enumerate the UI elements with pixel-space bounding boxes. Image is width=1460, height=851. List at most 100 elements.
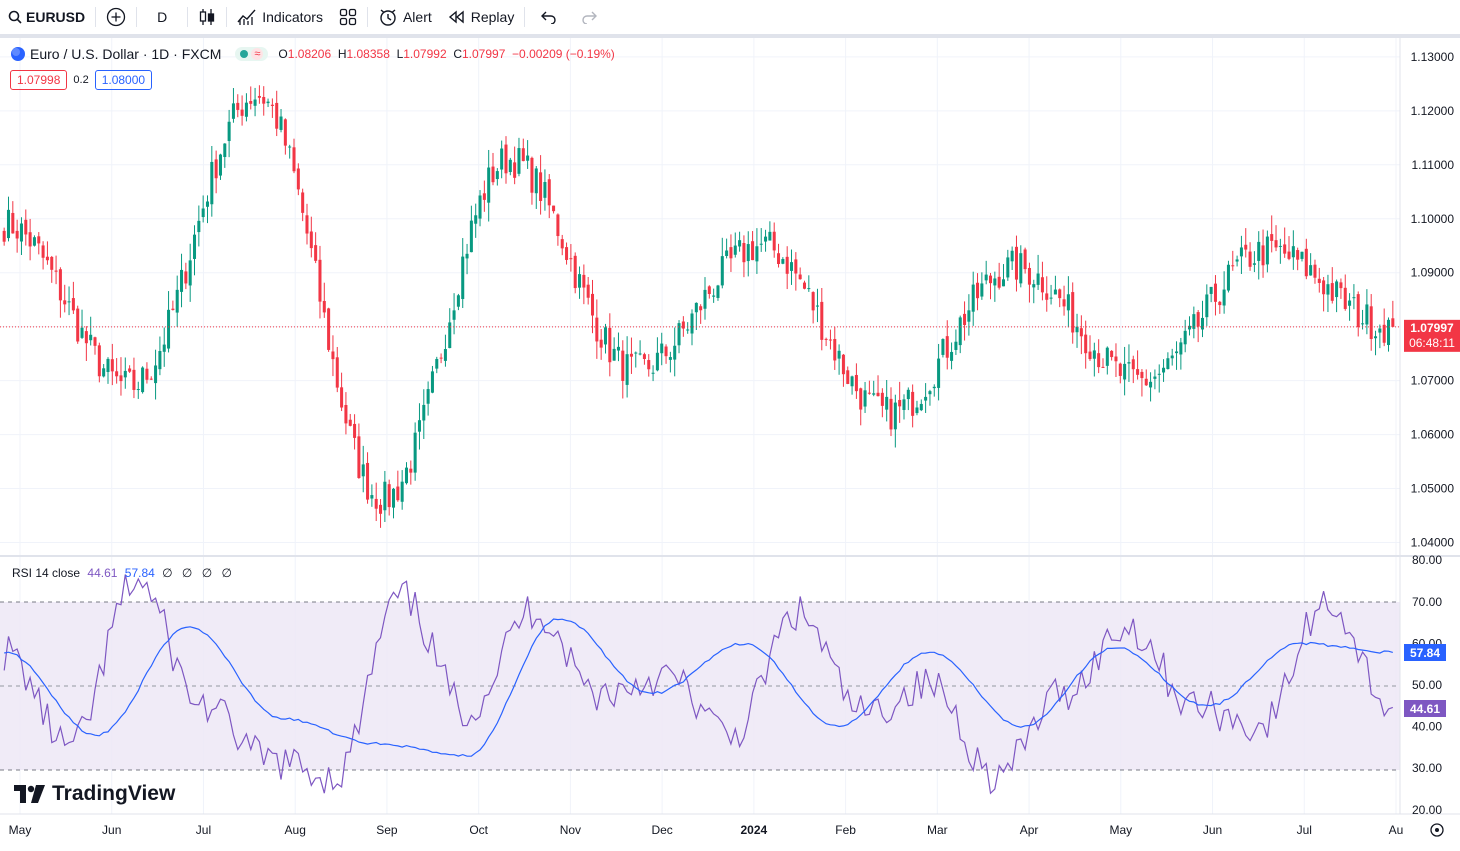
candle-body — [621, 350, 625, 381]
grid-icon — [339, 8, 357, 26]
market-status-pill[interactable]: ≈ — [235, 47, 269, 61]
main-legend[interactable]: Euro / U.S. Dollar · 1D · FXCM ≈ O1.0820… — [10, 46, 615, 62]
time-axis[interactable]: May Jun Jul Aug Sep Oct Nov Dec 2024 Feb Mar Apr May… — [9, 823, 1404, 837]
interval-button[interactable]: D — [139, 0, 185, 34]
redo-button[interactable] — [569, 0, 611, 34]
candle-body — [828, 339, 832, 341]
buy-button[interactable]: 1.08000 — [94, 70, 153, 90]
candle-body — [578, 274, 582, 288]
candle-body — [1066, 294, 1070, 311]
candle-body — [850, 376, 854, 387]
candle-body — [201, 208, 205, 218]
candle-body — [902, 399, 906, 410]
time-tick-label: May — [9, 823, 32, 837]
last-price-label: 1.07997 06:48:11 — [1404, 319, 1460, 352]
candle-body — [980, 283, 984, 297]
candle-body — [383, 481, 387, 511]
candle-body — [997, 276, 1001, 288]
candle-body — [115, 371, 119, 377]
candle-body — [1162, 367, 1166, 373]
candle-body — [1231, 265, 1235, 267]
candle-body — [651, 372, 655, 374]
candle-body — [1027, 267, 1031, 285]
candle-body — [374, 498, 378, 509]
chart-canvas[interactable]: 1.13000 1.12000 1.11000 1.10000 1.09000 1.080… — [0, 38, 1460, 846]
candle-body — [768, 231, 772, 241]
candle-body — [262, 96, 266, 104]
candle-body — [941, 339, 945, 355]
candle-body — [1166, 358, 1170, 369]
candle-body — [1205, 294, 1209, 318]
chart-area[interactable]: 1.13000 1.12000 1.11000 1.10000 1.09000 1.080… — [0, 38, 1460, 846]
candle-body — [1101, 366, 1105, 368]
sell-button[interactable]: 1.07998 — [10, 70, 68, 90]
open-value: 1.08206 — [287, 47, 332, 61]
candle-body — [487, 167, 491, 203]
chart-type-button[interactable] — [190, 0, 224, 34]
indicators-button[interactable]: Indicators — [229, 0, 331, 34]
rsi-tick-label: 40.00 — [1412, 720, 1442, 734]
candle-body — [1001, 279, 1006, 287]
candle-body — [41, 245, 45, 258]
candle-body — [517, 148, 521, 174]
candle-body — [889, 398, 893, 430]
candle-body — [599, 339, 603, 348]
candle-body — [1079, 328, 1083, 337]
candle-body — [668, 357, 672, 360]
candle-body — [370, 495, 374, 499]
candle-body — [214, 159, 218, 179]
compare-button[interactable] — [98, 0, 134, 34]
candle-body — [590, 293, 595, 316]
candle-body — [707, 286, 711, 295]
rsi-tick-label: 70.00 — [1412, 595, 1442, 609]
candle-body — [89, 334, 93, 341]
candle-body — [448, 322, 452, 349]
candle-body — [863, 390, 867, 407]
candle-body — [1291, 246, 1295, 258]
candle-body — [296, 168, 300, 190]
candle-body — [686, 329, 690, 331]
symbol-search[interactable]: EURUSD — [0, 0, 93, 34]
candle-body — [1378, 328, 1382, 333]
timezone-settings-button[interactable] — [1430, 823, 1444, 837]
alert-button[interactable]: Alert — [370, 0, 440, 34]
plus-circle-icon — [106, 7, 126, 27]
candle-body — [15, 230, 19, 239]
candle-body — [1326, 284, 1330, 295]
candle-body — [45, 256, 49, 261]
candle-body — [162, 344, 166, 352]
price-tick-label: 1.12000 — [1411, 104, 1455, 118]
rsi-legend[interactable]: RSI 14 close 44.61 57.84 ∅ ∅ ∅ ∅ — [12, 566, 235, 580]
candle-body — [175, 289, 179, 313]
candle-body — [1114, 356, 1118, 362]
candle-body — [738, 240, 742, 247]
candle-body — [629, 353, 633, 357]
candle-body — [474, 215, 478, 224]
candle-body — [893, 402, 897, 430]
candle-body — [443, 349, 447, 361]
candle-body — [67, 301, 71, 303]
candle-body — [539, 172, 543, 201]
candle-body — [435, 358, 439, 369]
layout-templates-button[interactable] — [331, 0, 365, 34]
time-tick-label: Apr — [1020, 823, 1039, 837]
candle-body — [275, 102, 279, 129]
candle-body — [729, 247, 733, 259]
gear-icon — [1430, 823, 1444, 837]
replay-button[interactable]: Replay — [440, 0, 523, 34]
price-axis[interactable]: 1.130001.120001.110001.100001.090001.080… — [1411, 50, 1455, 550]
toolbar-divider-bar — [0, 34, 1460, 38]
candle-body — [1313, 264, 1317, 278]
candle-body — [950, 351, 954, 361]
undo-button[interactable] — [527, 0, 569, 34]
candle-body — [690, 313, 694, 334]
tradingview-logo[interactable]: TradingView — [14, 782, 175, 806]
candle-body — [971, 284, 975, 312]
candle-body — [110, 359, 114, 372]
candle-body — [482, 193, 486, 200]
candle-body — [1244, 244, 1248, 250]
candle-body — [1317, 278, 1321, 283]
candle-body — [742, 242, 746, 263]
candle-body — [1322, 280, 1326, 295]
